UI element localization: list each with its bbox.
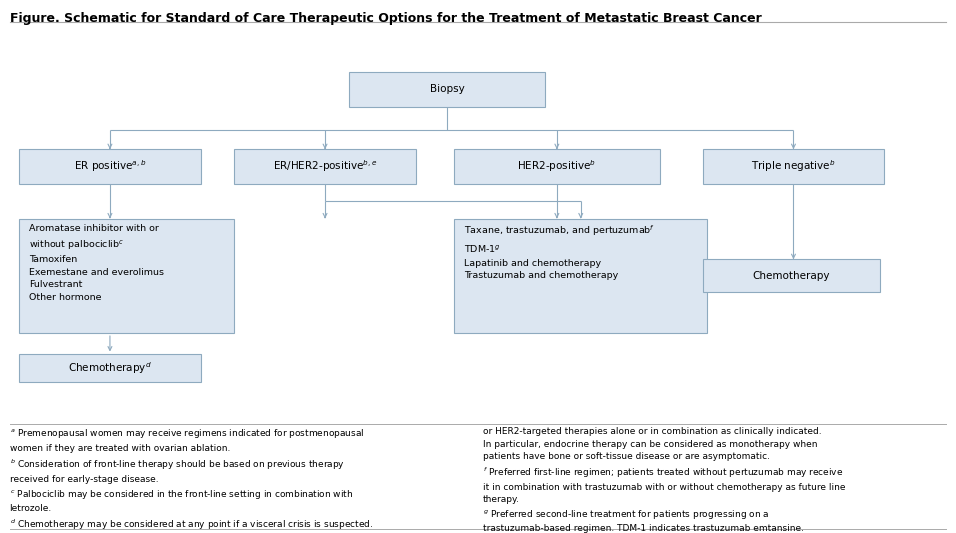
Text: ER/HER2-positive$^{b,e}$: ER/HER2-positive$^{b,e}$ xyxy=(272,159,378,174)
FancyBboxPatch shape xyxy=(19,219,234,333)
Text: or HER2-targeted therapies alone or in combination as clinically indicated.
In p: or HER2-targeted therapies alone or in c… xyxy=(483,427,845,533)
FancyBboxPatch shape xyxy=(349,72,545,107)
FancyBboxPatch shape xyxy=(454,149,660,184)
Text: Biopsy: Biopsy xyxy=(429,84,465,94)
Text: Taxane, trastuzumab, and pertuzumab$^f$
TDM-1$^g$
Lapatinib and chemotherapy
Tra: Taxane, trastuzumab, and pertuzumab$^f$ … xyxy=(464,224,655,280)
Text: Chemotherapy: Chemotherapy xyxy=(752,271,830,281)
Text: ER positive$^{a,b}$: ER positive$^{a,b}$ xyxy=(74,159,146,174)
FancyBboxPatch shape xyxy=(234,149,416,184)
FancyBboxPatch shape xyxy=(19,354,201,382)
Text: Figure. Schematic for Standard of Care Therapeutic Options for the Treatment of : Figure. Schematic for Standard of Care T… xyxy=(10,12,761,25)
Text: Aromatase inhibitor with or
without palbociclib$^c$
Tamoxifen
Exemestane and eve: Aromatase inhibitor with or without palb… xyxy=(29,224,163,302)
FancyBboxPatch shape xyxy=(703,149,884,184)
Text: Chemotherapy$^d$: Chemotherapy$^d$ xyxy=(68,360,152,376)
Text: $^a$ Premenopausal women may receive regimens indicated for postmenopausal
women: $^a$ Premenopausal women may receive reg… xyxy=(10,427,373,533)
FancyBboxPatch shape xyxy=(454,219,707,333)
FancyBboxPatch shape xyxy=(703,259,880,292)
Text: HER2-positive$^{b}$: HER2-positive$^{b}$ xyxy=(517,159,597,174)
Text: Triple negative$^{b}$: Triple negative$^{b}$ xyxy=(751,159,836,174)
FancyBboxPatch shape xyxy=(19,149,201,184)
